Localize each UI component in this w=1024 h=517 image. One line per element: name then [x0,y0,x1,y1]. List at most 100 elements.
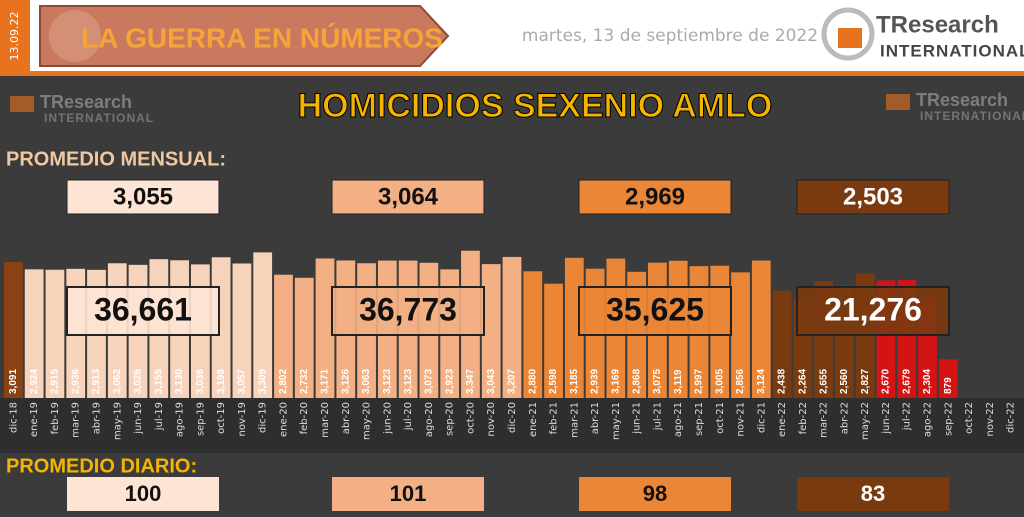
x-tick-label: abr-21 [590,402,601,434]
x-tick-label: jun-21 [632,402,643,435]
bar [481,264,501,398]
monthly-average: 2,969 [625,183,685,210]
logo-mark [838,28,862,48]
x-tick-label: may-21 [611,402,622,440]
total-box [578,286,732,336]
value-label: 3,026 [133,369,144,394]
monthly-average: 3,064 [378,183,439,210]
bar [315,258,335,398]
x-tick-label: abr-22 [839,402,850,434]
value-label: 2,598 [548,369,559,394]
value-label: 3,091 [8,369,19,394]
bar [731,272,750,398]
x-tick-label: jun-22 [881,402,892,435]
x-tick-label: oct-19 [216,402,227,434]
value-label: 3,171 [320,369,331,394]
daily-average: 100 [125,481,162,506]
banner-text: LA GUERRA EN NÚMEROS [81,22,443,53]
value-label: 3,155 [153,369,164,394]
x-tick-label: dic-19 [258,402,269,433]
logo-name: TResearch [876,11,999,38]
value-label: 3,130 [174,369,185,394]
x-tick-label: oct-21 [715,402,726,434]
bar [253,252,273,398]
x-tick-label: sep-19 [195,402,206,436]
value-label: 2,939 [590,369,601,394]
value-label: 3,057 [237,369,248,394]
daily-box [67,477,219,511]
x-tick-label: ago-21 [673,402,684,437]
total-box [66,286,220,336]
value-label: 2,868 [631,369,642,394]
header-rule [0,71,1024,76]
x-tick-label: may-20 [362,402,373,440]
value-label: 3,036 [195,369,206,394]
x-tick-label: jul-20 [403,402,414,431]
x-tick-label: dic-22 [1006,402,1017,433]
value-label: 879 [943,377,954,394]
bar [274,274,293,398]
x-tick-label: jun-19 [133,402,144,435]
x-tick-label: abr-20 [341,402,352,434]
value-label: 2,560 [839,369,850,394]
value-label: 3,347 [465,369,476,394]
watermark-left: TResearch INTERNATIONAL [10,92,154,125]
x-tick-label: feb-19 [50,402,61,434]
x-tick-label: mar-21 [569,402,580,438]
x-tick-label: jul-22 [902,402,913,431]
value-label: 3,207 [507,369,518,394]
x-tick-label: ene-21 [528,402,539,437]
x-tick-label: mar-20 [320,402,331,438]
x-tick-label: dic-21 [756,402,767,433]
value-label: 3,043 [486,369,497,394]
period-total: 36,773 [359,291,457,327]
value-label: 3,062 [112,369,123,394]
value-label: 2,915 [50,369,61,394]
banner [39,5,450,67]
period-total: 35,625 [606,291,704,327]
x-tick-label: dic-18 [8,402,19,433]
logo-sub: INTERNATIONAL [920,109,1024,123]
x-tick-label: feb-20 [299,402,310,434]
header-logo: TResearch INTERNATIONAL [821,7,1024,61]
x-tick-label: oct-22 [964,402,975,434]
value-label: 3,126 [340,369,351,394]
x-tick-label: ene-22 [777,402,788,437]
bar [523,271,543,398]
bar [502,256,522,398]
bar [544,283,563,398]
daily-box [579,477,731,511]
monthly-box [66,179,220,215]
x-tick-label: jul-21 [652,402,663,431]
period-total: 36,661 [94,291,192,327]
x-tick-label: may-22 [860,402,871,440]
value-label: 2,802 [278,369,289,394]
period-total: 21,276 [824,291,922,327]
x-tick-label: ago-20 [424,402,435,437]
logo-sub: INTERNATIONAL [44,111,154,125]
value-label: 2,655 [818,369,829,394]
daily-average: 83 [861,481,885,506]
monthly-box [796,179,950,215]
monthly-box [331,179,485,215]
value-label: 2,936 [70,369,81,394]
value-label: 3,124 [756,369,767,394]
stamp-bg [0,0,30,72]
daily-average: 101 [390,481,427,506]
bar [294,277,314,398]
x-tick-label: feb-22 [798,402,809,434]
date: martes, 13 de septiembre de 2022 [522,26,818,46]
bar [4,261,23,398]
x-tick-label: ene-19 [29,402,40,437]
x-tick-label: nov-22 [985,402,996,436]
value-label: 2,997 [694,369,705,394]
value-label: 2,923 [444,369,455,394]
x-tick-label: ago-19 [175,402,186,437]
watermark-right: TResearch INTERNATIONAL [886,90,1024,123]
bar [772,290,792,398]
value-label: 2,438 [777,369,788,394]
x-tick-label: sep-21 [694,402,705,436]
x-tick-label: abr-19 [91,402,102,434]
logo-mark [886,94,910,110]
bar [24,269,44,398]
